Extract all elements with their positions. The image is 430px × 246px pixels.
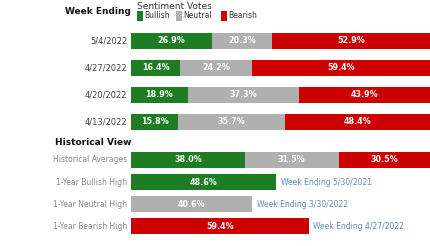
FancyBboxPatch shape <box>221 11 227 21</box>
Text: 20.3%: 20.3% <box>228 36 256 45</box>
FancyBboxPatch shape <box>131 218 309 234</box>
FancyBboxPatch shape <box>137 11 143 21</box>
Text: 1-Year Neutral High: 1-Year Neutral High <box>53 200 127 209</box>
Text: 1-Year Bearish High: 1-Year Bearish High <box>53 222 127 231</box>
Text: 59.4%: 59.4% <box>206 222 234 231</box>
FancyBboxPatch shape <box>187 87 299 103</box>
Text: 48.6%: 48.6% <box>190 178 218 186</box>
Text: Bullish: Bullish <box>144 12 170 20</box>
Text: 18.9%: 18.9% <box>145 90 173 99</box>
Text: Neutral: Neutral <box>183 12 212 20</box>
FancyBboxPatch shape <box>212 32 272 48</box>
FancyBboxPatch shape <box>131 87 187 103</box>
Text: 30.5%: 30.5% <box>371 155 398 164</box>
FancyBboxPatch shape <box>131 32 212 48</box>
FancyBboxPatch shape <box>131 60 180 76</box>
Text: 4/13/2022: 4/13/2022 <box>85 117 127 126</box>
FancyBboxPatch shape <box>339 152 430 168</box>
Text: Historical Averages: Historical Averages <box>53 155 127 164</box>
FancyBboxPatch shape <box>299 87 430 103</box>
Text: Sentiment Votes: Sentiment Votes <box>137 2 212 11</box>
Text: 43.9%: 43.9% <box>351 90 378 99</box>
FancyBboxPatch shape <box>131 196 252 212</box>
FancyBboxPatch shape <box>178 114 285 130</box>
Text: Historical View: Historical View <box>55 138 131 147</box>
Text: 52.9%: 52.9% <box>338 36 365 45</box>
FancyBboxPatch shape <box>131 152 245 168</box>
Text: 26.9%: 26.9% <box>157 36 185 45</box>
Text: Week Ending 5/30/2021: Week Ending 5/30/2021 <box>281 178 372 186</box>
Text: Bearish: Bearish <box>228 12 257 20</box>
FancyBboxPatch shape <box>252 60 430 76</box>
FancyBboxPatch shape <box>180 60 252 76</box>
FancyBboxPatch shape <box>285 114 430 130</box>
FancyBboxPatch shape <box>272 32 430 48</box>
Text: 15.8%: 15.8% <box>141 117 169 126</box>
FancyBboxPatch shape <box>176 11 182 21</box>
Text: 40.6%: 40.6% <box>178 200 206 209</box>
Text: 59.4%: 59.4% <box>327 63 355 72</box>
Text: 16.4%: 16.4% <box>142 63 169 72</box>
FancyBboxPatch shape <box>245 152 339 168</box>
Text: 5/4/2022: 5/4/2022 <box>90 36 127 45</box>
Text: 4/27/2022: 4/27/2022 <box>85 63 127 72</box>
FancyBboxPatch shape <box>131 114 178 130</box>
Text: Week Ending: Week Ending <box>65 7 131 15</box>
Text: 35.7%: 35.7% <box>218 117 246 126</box>
Text: 1-Year Bullish High: 1-Year Bullish High <box>56 178 127 186</box>
Text: 38.0%: 38.0% <box>174 155 202 164</box>
Text: 37.3%: 37.3% <box>230 90 257 99</box>
Text: 24.2%: 24.2% <box>203 63 230 72</box>
FancyBboxPatch shape <box>131 174 276 190</box>
Text: 48.4%: 48.4% <box>344 117 371 126</box>
Text: 4/20/2022: 4/20/2022 <box>85 90 127 99</box>
Text: Week Ending 4/27/2022: Week Ending 4/27/2022 <box>313 222 404 231</box>
Text: Week Ending 3/30/2022: Week Ending 3/30/2022 <box>257 200 348 209</box>
Text: 31.5%: 31.5% <box>278 155 306 164</box>
